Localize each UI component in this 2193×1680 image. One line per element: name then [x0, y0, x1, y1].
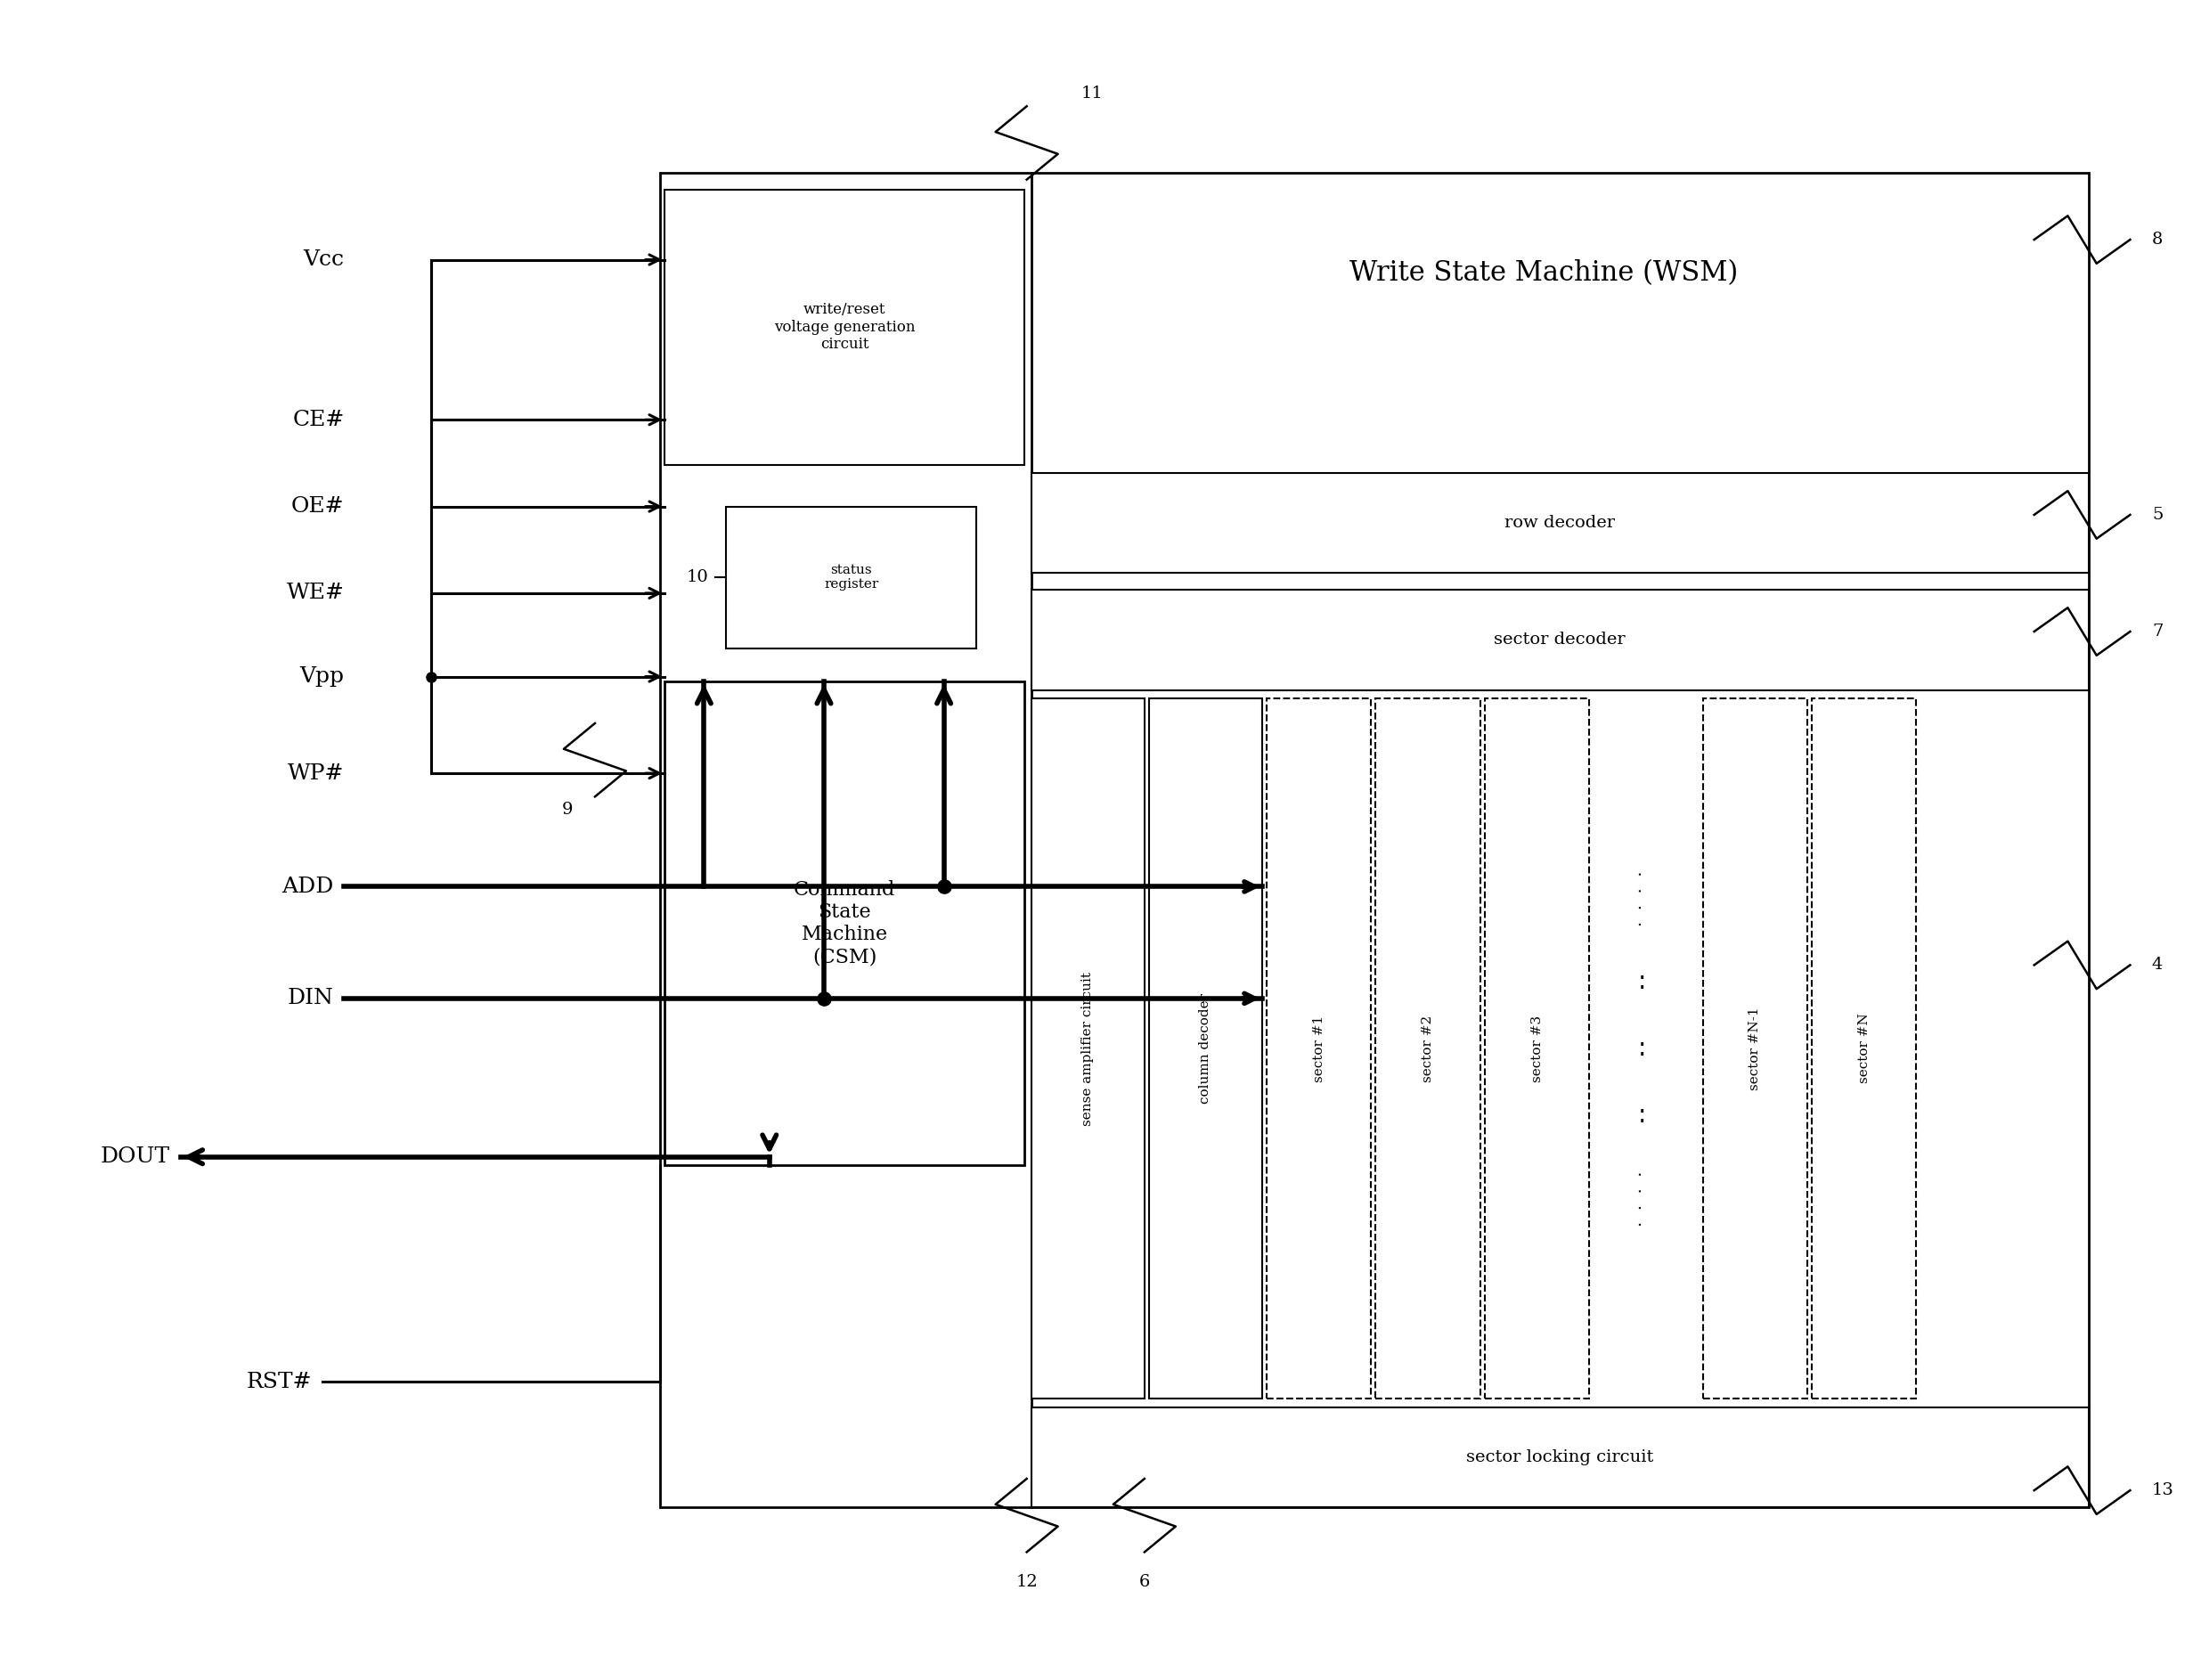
Bar [1268, 699, 1371, 1399]
Text: OE#: OE# [292, 496, 344, 517]
Text: ·  ·  ·  ·: · · · · [1634, 870, 1649, 926]
Text: sector #N-1: sector #N-1 [1748, 1006, 1761, 1090]
Bar [660, 173, 2088, 1507]
Text: column decoder: column decoder [1200, 993, 1213, 1104]
Text: ADD: ADD [281, 877, 333, 897]
Text: 8: 8 [2151, 232, 2162, 247]
Text: 10: 10 [686, 570, 708, 585]
Bar [1811, 699, 1917, 1399]
Bar [1031, 1406, 2088, 1507]
Text: RST#: RST# [246, 1373, 311, 1393]
Text: 7: 7 [2151, 623, 2162, 640]
Text: Vpp: Vpp [300, 667, 344, 687]
Text: sector decoder: sector decoder [1493, 632, 1625, 648]
Text: 5: 5 [2151, 507, 2162, 522]
Text: 11: 11 [1081, 86, 1103, 101]
Text: WP#: WP# [287, 763, 344, 783]
Text: DOUT: DOUT [101, 1147, 169, 1168]
Bar [1485, 699, 1590, 1399]
Text: sector #3: sector #3 [1531, 1015, 1544, 1082]
Bar [664, 682, 1024, 1166]
Bar [1031, 699, 1145, 1399]
Text: write/reset
voltage generation
circuit: write/reset voltage generation circuit [774, 302, 914, 353]
Text: 13: 13 [2151, 1482, 2173, 1499]
Bar [664, 190, 1024, 465]
Bar [1702, 699, 1807, 1399]
Bar [726, 506, 976, 648]
Text: sector #2: sector #2 [1421, 1015, 1434, 1082]
Text: :: : [1638, 1037, 1645, 1062]
Text: Command
State
Machine
(CSM): Command State Machine (CSM) [794, 880, 895, 968]
Bar [1375, 699, 1480, 1399]
Text: DIN: DIN [287, 988, 333, 1008]
Text: Vcc: Vcc [303, 249, 344, 270]
Text: :: : [1638, 969, 1645, 995]
Text: row decoder: row decoder [1504, 516, 1614, 531]
Text: 4: 4 [2151, 958, 2162, 973]
Text: 6: 6 [1138, 1574, 1149, 1589]
Bar [1031, 474, 2088, 573]
Text: status
register: status register [825, 564, 879, 591]
Text: sense amplifier circuit: sense amplifier circuit [1081, 971, 1094, 1126]
Text: sector locking circuit: sector locking circuit [1467, 1450, 1654, 1465]
Bar [1031, 590, 2088, 690]
Text: CE#: CE# [292, 410, 344, 430]
Text: sector #N: sector #N [1857, 1013, 1871, 1084]
Text: 9: 9 [561, 801, 572, 818]
Text: :: : [1638, 1102, 1645, 1127]
Text: sector #1: sector #1 [1314, 1015, 1325, 1082]
Text: WE#: WE# [287, 583, 344, 603]
Text: Write State Machine (WSM): Write State Machine (WSM) [1349, 259, 1737, 287]
Text: ·  ·  ·  ·: · · · · [1634, 1171, 1649, 1226]
Bar [1149, 699, 1263, 1399]
Text: 12: 12 [1015, 1574, 1037, 1589]
